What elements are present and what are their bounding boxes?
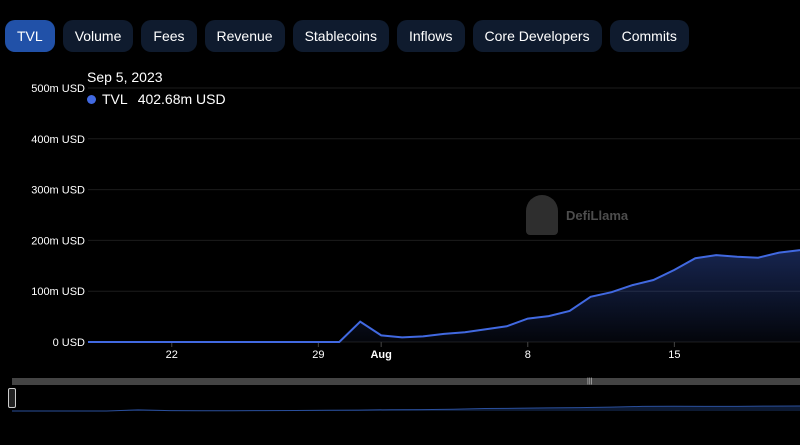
tooltip-series-name: TVL — [102, 91, 128, 107]
tab-revenue[interactable]: Revenue — [204, 20, 285, 52]
x-tick-label: Aug — [370, 349, 391, 361]
tab-fees[interactable]: Fees — [141, 20, 197, 52]
tooltip-date: Sep 5, 2023 — [87, 69, 163, 85]
tooltip-row: TVL 402.68m USD — [87, 91, 226, 107]
brush-left-handle[interactable] — [8, 388, 16, 408]
y-tick-label: 500m USD — [31, 83, 85, 95]
x-tick-label: 15 — [668, 349, 680, 361]
watermark-text: DefiLlama — [566, 207, 629, 223]
y-tick-label: 200m USD — [31, 235, 85, 247]
y-tick-label: 0 USD — [53, 337, 85, 349]
tvl-chart: 0 USD 100m USD 200m USD 300m USD 400m USD 500… — [31, 83, 800, 361]
y-tick-label: 100m USD — [31, 286, 85, 298]
range-brush[interactable]: ||| — [8, 378, 800, 412]
y-tick-label: 300m USD — [31, 185, 85, 197]
tab-tvl[interactable]: TVL — [5, 20, 55, 52]
chart-tab-bar: TVL Volume Fees Revenue Stablecoins Inflows Co… — [5, 20, 689, 52]
tab-stablecoins[interactable]: Stablecoins — [292, 20, 389, 52]
brush-slider-bar[interactable] — [12, 378, 800, 385]
tab-inflows[interactable]: Inflows — [396, 20, 465, 52]
watermark: DefiLlama — [526, 195, 628, 235]
x-tick-label: 29 — [312, 349, 324, 361]
tvl-line — [88, 249, 800, 343]
series-dot-icon — [87, 94, 96, 104]
x-tick-label: 22 — [166, 349, 178, 361]
brush-line — [12, 405, 800, 412]
tvl-area — [88, 250, 800, 342]
brush-preview — [12, 405, 800, 412]
tab-volume[interactable]: Volume — [62, 20, 134, 52]
tooltip-value: 402.68m USD — [137, 91, 226, 107]
y-tick-label: 400m USD — [31, 134, 85, 146]
tab-commits[interactable]: Commits — [609, 20, 689, 52]
brush-grip-icon[interactable]: ||| — [587, 378, 593, 385]
x-tick-label: 8 — [525, 349, 531, 361]
tab-core-developers[interactable]: Core Developers — [472, 20, 602, 52]
defillama-logo-icon — [526, 195, 558, 235]
